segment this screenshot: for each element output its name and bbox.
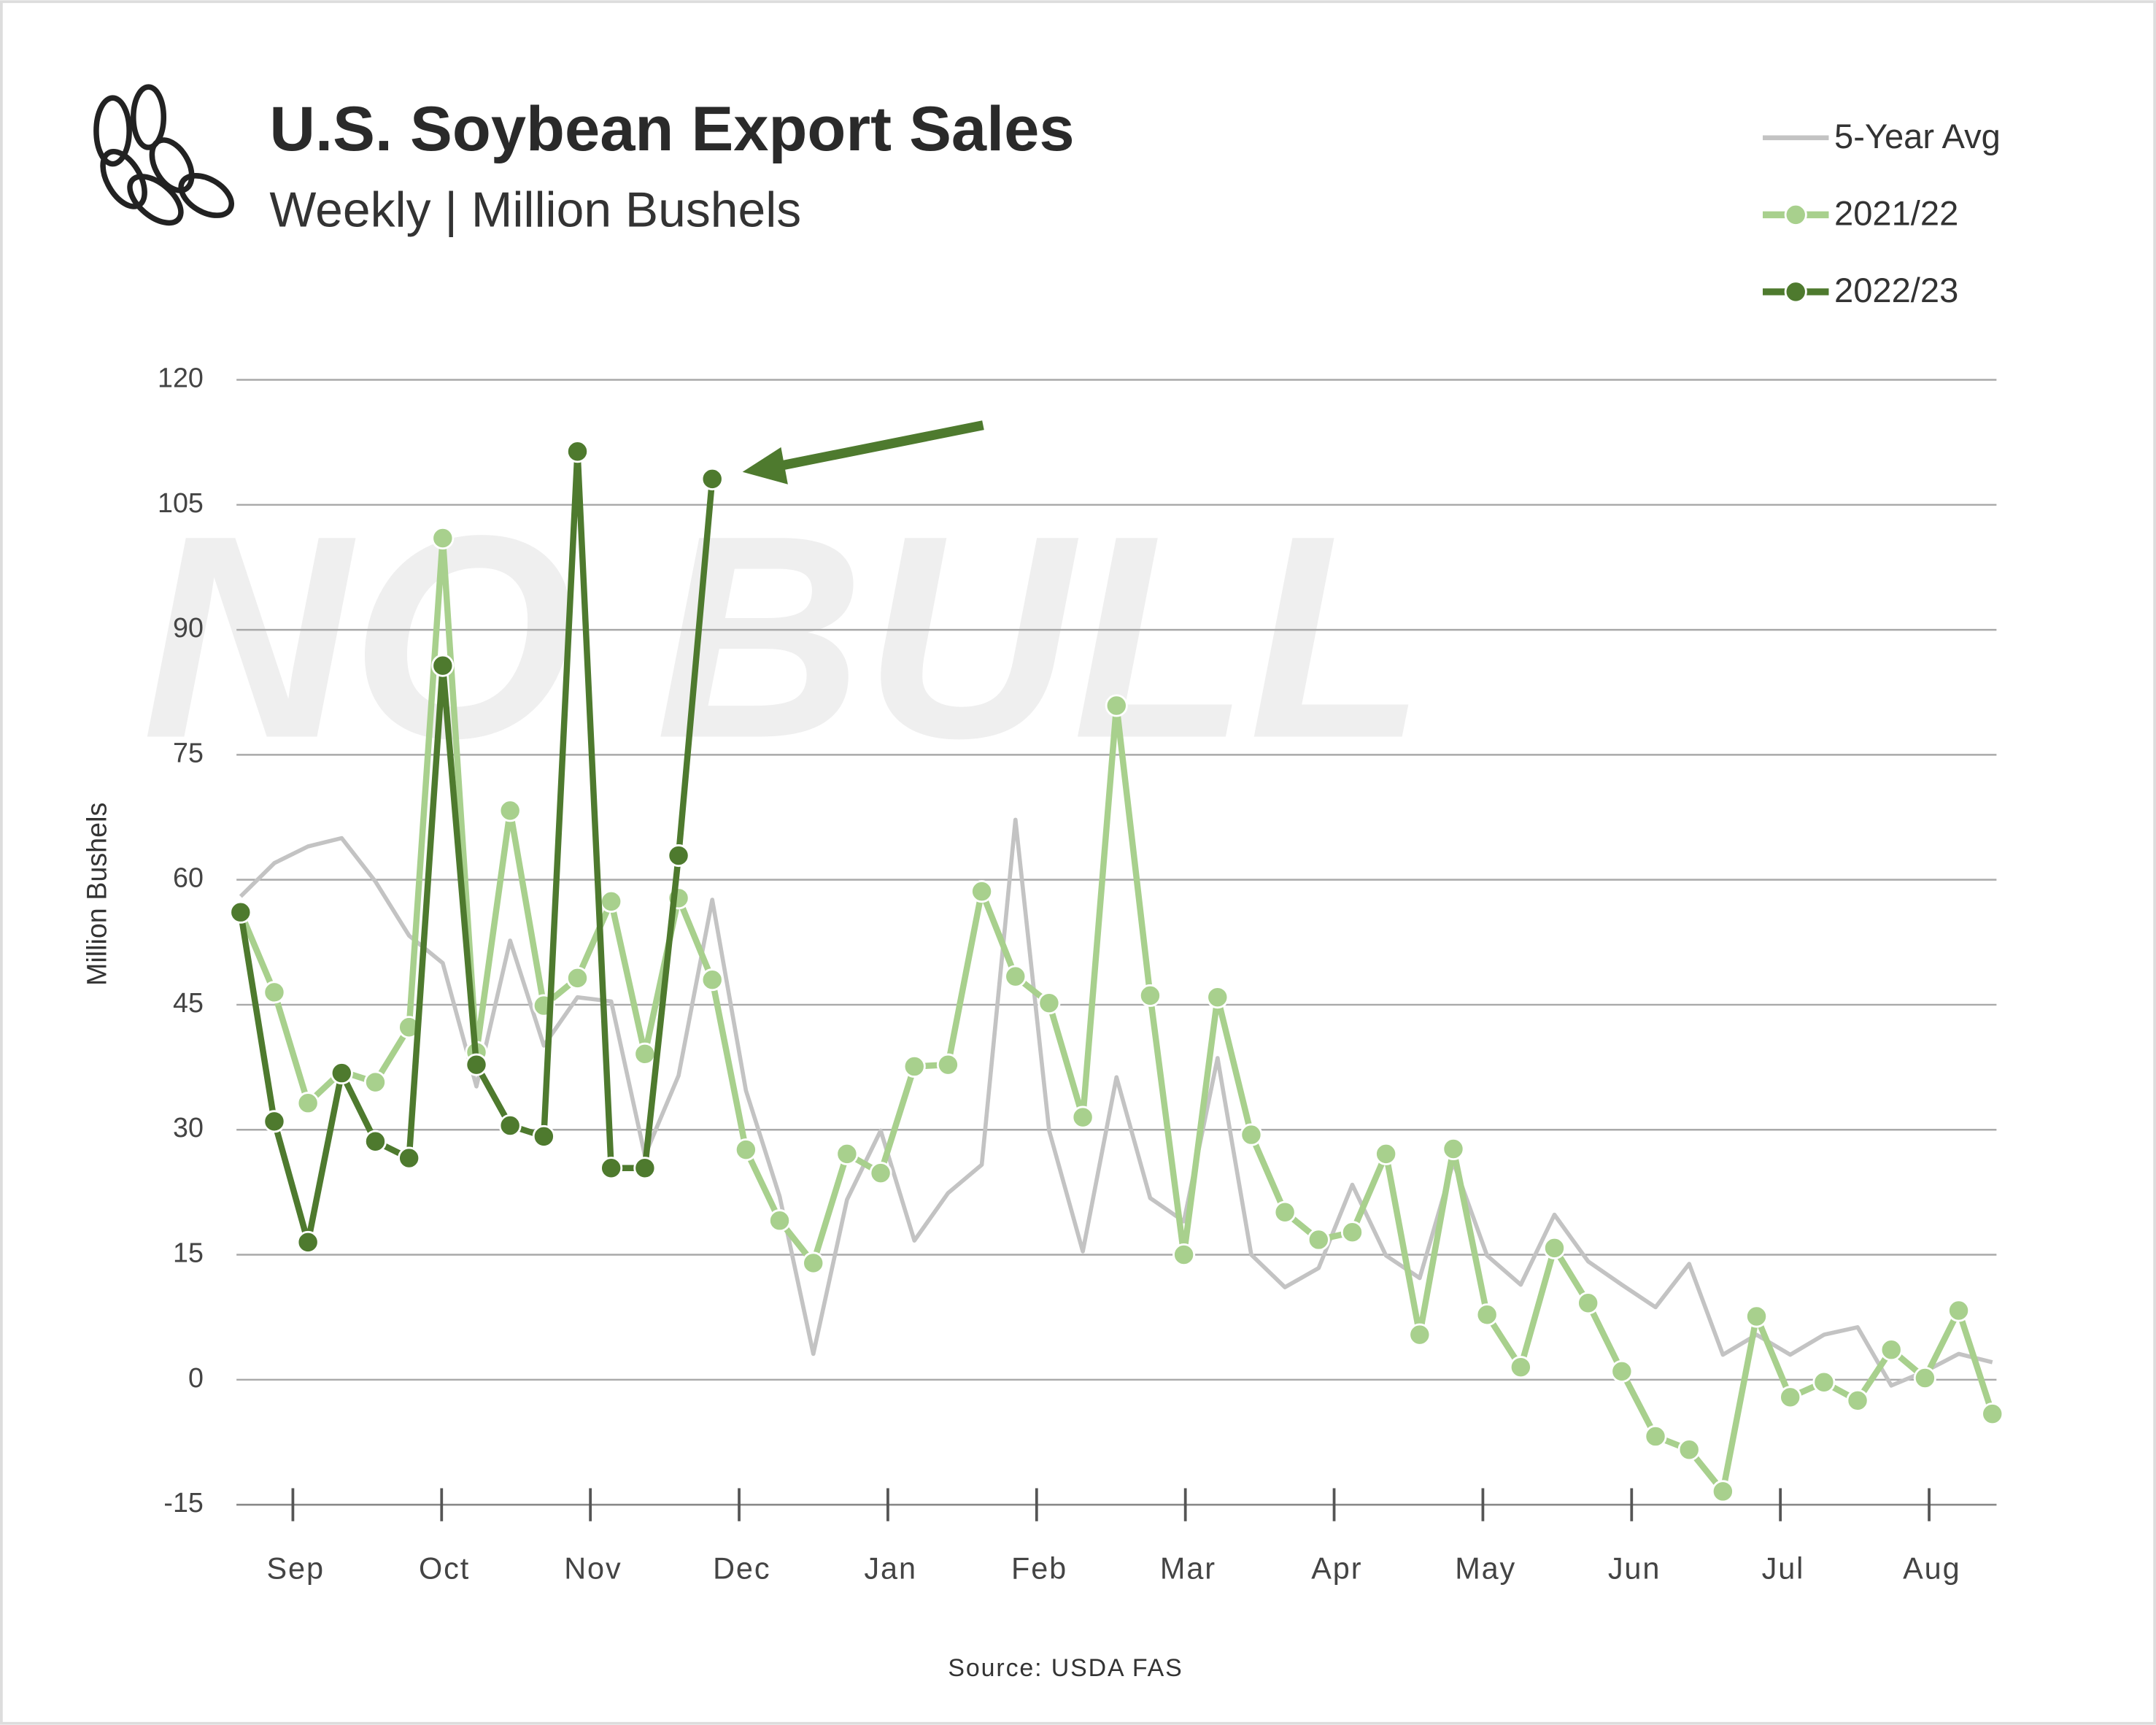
point xyxy=(363,1130,387,1153)
point xyxy=(1879,1338,1903,1362)
point xyxy=(768,1209,792,1232)
point xyxy=(970,880,994,903)
point xyxy=(1711,1480,1734,1503)
point xyxy=(363,1070,387,1094)
point xyxy=(667,844,690,868)
point xyxy=(1744,1305,1769,1328)
x-tick-label: May xyxy=(1455,1551,1516,1586)
point xyxy=(1509,1356,1532,1379)
legend-marker xyxy=(1784,280,1807,304)
y-axis-label: Million Bushels xyxy=(82,803,112,986)
point xyxy=(1038,992,1061,1015)
series-line xyxy=(239,817,1993,1388)
point xyxy=(1981,1402,2004,1426)
point xyxy=(565,966,590,989)
x-tick-label: Jun xyxy=(1608,1551,1661,1586)
point xyxy=(498,799,522,822)
point xyxy=(1475,1303,1499,1327)
legend-label: 2021/22 xyxy=(1834,194,1958,233)
point xyxy=(633,1157,657,1180)
y-tick-label: 60 xyxy=(173,863,204,893)
point xyxy=(802,1251,825,1275)
point xyxy=(263,1110,286,1133)
point xyxy=(1947,1299,1971,1322)
point xyxy=(1542,1236,1566,1259)
point xyxy=(263,981,286,1004)
y-tick-label: -15 xyxy=(163,1487,203,1518)
legend-marker xyxy=(1784,203,1807,226)
legend-label: 2022/23 xyxy=(1834,271,1958,309)
point xyxy=(296,1230,320,1254)
point xyxy=(431,526,455,550)
logo xyxy=(93,84,234,226)
x-tick-label: Jul xyxy=(1762,1551,1805,1586)
point xyxy=(1442,1137,1465,1161)
point xyxy=(1340,1221,1364,1244)
point xyxy=(1610,1359,1634,1383)
x-tick-label: Mar xyxy=(1160,1551,1216,1586)
x-tick-label: Nov xyxy=(564,1551,622,1586)
point xyxy=(1071,1105,1094,1129)
point xyxy=(1812,1370,1836,1394)
x-tick-label: Apr xyxy=(1311,1551,1362,1586)
point xyxy=(1105,694,1128,717)
point xyxy=(700,968,724,992)
point xyxy=(398,1146,421,1170)
point xyxy=(1644,1424,1667,1448)
point xyxy=(600,1157,623,1180)
point xyxy=(903,1054,926,1078)
chart-subtitle: Weekly | Million Bushels xyxy=(269,182,801,237)
y-tick-label: 75 xyxy=(173,737,204,768)
point xyxy=(869,1162,892,1185)
point xyxy=(498,1114,522,1138)
watermark: NO BULL xyxy=(142,476,1426,798)
legend-label: 5-Year Avg xyxy=(1834,117,2001,155)
x-tick-label: Aug xyxy=(1903,1551,1960,1586)
point xyxy=(1206,986,1229,1009)
point xyxy=(1004,965,1027,988)
point xyxy=(835,1142,859,1165)
point xyxy=(1779,1386,1802,1409)
source: Source: USDA FAS xyxy=(948,1654,1183,1682)
y-tick-label: 90 xyxy=(173,612,204,643)
point xyxy=(1138,984,1162,1007)
point xyxy=(465,1053,488,1076)
point xyxy=(1172,1243,1196,1267)
point xyxy=(633,1042,657,1065)
point xyxy=(565,440,590,463)
y-tick-label: 0 xyxy=(188,1362,204,1393)
point xyxy=(1913,1366,1936,1390)
point xyxy=(1240,1123,1263,1146)
y-tick-label: 105 xyxy=(158,487,204,518)
y-tick-label: 45 xyxy=(173,987,204,1018)
point xyxy=(1846,1389,1869,1412)
point xyxy=(1677,1438,1701,1462)
point xyxy=(330,1062,353,1085)
point xyxy=(1577,1292,1600,1315)
point xyxy=(734,1138,757,1162)
point xyxy=(1408,1323,1431,1346)
point xyxy=(1273,1200,1297,1224)
point xyxy=(296,1092,320,1115)
x-tick-label: Sep xyxy=(266,1551,324,1586)
point xyxy=(600,889,623,913)
point xyxy=(532,1124,555,1148)
x-tick-label: Jan xyxy=(864,1551,917,1586)
y-tick-label: 30 xyxy=(173,1112,204,1143)
chart-title: U.S. Soybean Export Sales xyxy=(269,94,1074,164)
point xyxy=(1307,1228,1330,1251)
x-tick-label: Oct xyxy=(419,1551,470,1586)
x-tick-label: Feb xyxy=(1011,1551,1067,1586)
point xyxy=(936,1053,959,1076)
annotation-arrow xyxy=(742,420,984,485)
point xyxy=(700,467,724,490)
point xyxy=(431,654,455,677)
x-tick-label: Dec xyxy=(713,1551,770,1586)
point xyxy=(1375,1142,1398,1165)
point xyxy=(229,900,252,924)
y-tick-label: 15 xyxy=(173,1237,204,1267)
y-tick-label: 120 xyxy=(158,362,204,393)
